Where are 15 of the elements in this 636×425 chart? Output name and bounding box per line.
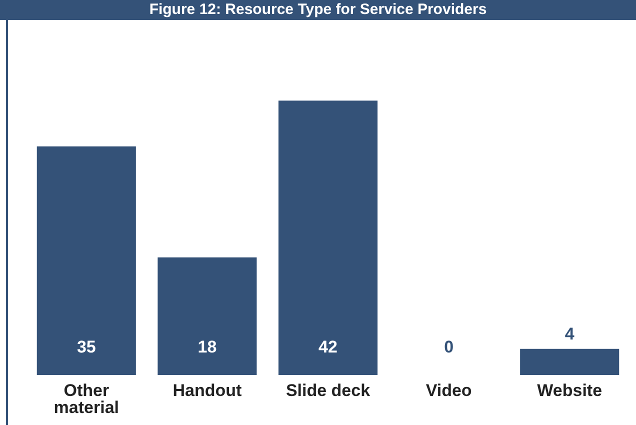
bar	[158, 257, 257, 375]
x-tick-label: Slide deck	[286, 381, 371, 400]
x-tick-label: Other material	[54, 381, 119, 418]
x-tick-label: Handout	[172, 381, 242, 400]
x-tick-label: Video	[426, 381, 472, 400]
data-label: 4	[564, 324, 575, 344]
x-tick-label: Website	[537, 381, 602, 400]
data-label: 0	[444, 338, 454, 357]
chart-title: Figure 12: Resource Type for Service Providers	[149, 1, 487, 18]
data-label: 18	[198, 338, 217, 357]
bar	[520, 348, 620, 375]
bar	[36, 146, 136, 375]
data-label: 42	[318, 338, 338, 357]
data-label: 35	[76, 338, 96, 357]
bar	[278, 100, 378, 375]
